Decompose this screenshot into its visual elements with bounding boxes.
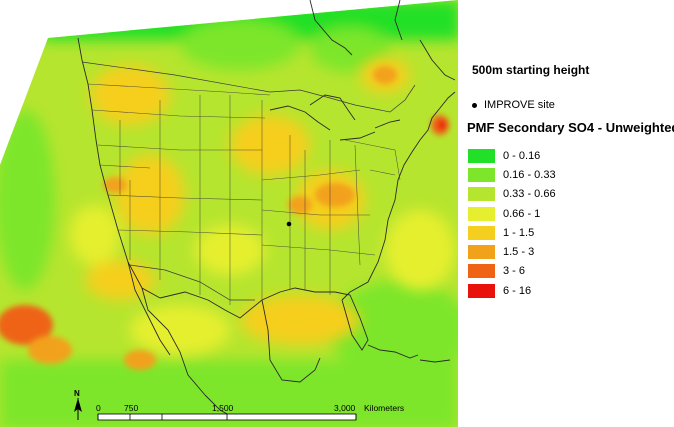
legend-class-row: 1 - 1.5: [468, 223, 556, 242]
legend-class-label: 1 - 1.5: [503, 226, 535, 239]
legend-class-label: 0 - 0.16: [503, 149, 541, 162]
legend-class-row: 1.5 - 3: [468, 242, 556, 261]
legend-swatch: [468, 206, 495, 221]
legend-class-row: 0.66 - 1: [468, 204, 556, 223]
legend-class-row: 0.16 - 0.33: [468, 165, 556, 184]
legend-class-label: 0.16 - 0.33: [503, 168, 556, 181]
residence-time-map: N 0 750 1,500 3,000 Kilometers: [0, 0, 458, 427]
scale-unit: Kilometers: [364, 403, 404, 413]
country-borders: [81, 61, 416, 301]
legend-site-label: IMPROVE site: [484, 99, 555, 111]
legend-swatch: [468, 167, 495, 182]
state-borders: [87, 83, 401, 305]
legend-class-row: 3 - 6: [468, 262, 556, 281]
legend-site-row: IMPROVE site: [472, 99, 555, 111]
legend-classes: 0 - 0.16 0.16 - 0.33 0.33 - 0.66 0.66 - 1 1 …: [468, 146, 556, 300]
map-legend: 500m starting height IMPROVE site PMF Se…: [462, 0, 674, 427]
site-dot-icon: [472, 102, 477, 108]
starting-height-note: 500m starting height: [472, 63, 590, 77]
legend-title: PMF Secondary SO4 - Unweighted: [467, 120, 674, 135]
scale-tick-1500: 1,500: [212, 403, 234, 413]
legend-class-label: 0.33 - 0.66: [503, 188, 556, 201]
concentration-field: [0, 0, 458, 427]
legend-swatch: [468, 225, 495, 240]
improve-site-marker: [286, 221, 292, 227]
scale-tick-0: 0: [96, 403, 101, 413]
legend-class-label: 0.66 - 1: [503, 207, 541, 220]
legend-class-label: 6 - 16: [503, 284, 532, 297]
scale-tick-750: 750: [124, 403, 138, 413]
legend-class-row: 6 - 16: [468, 281, 556, 300]
legend-swatch: [468, 148, 495, 163]
north-arrow-label: N: [74, 389, 80, 398]
north-arrow-icon: [74, 398, 82, 420]
legend-swatch: [468, 283, 495, 298]
legend-swatch: [468, 187, 495, 202]
legend-class-label: 3 - 6: [503, 265, 526, 278]
coastlines: [77, 0, 456, 421]
legend-class-label: 1.5 - 3: [503, 246, 535, 259]
legend-swatch: [468, 264, 495, 279]
scale-bar: [97, 413, 357, 421]
legend-swatch: [468, 245, 495, 260]
legend-class-row: 0.33 - 0.66: [468, 185, 556, 204]
legend-class-row: 0 - 0.16: [468, 146, 556, 165]
scale-tick-3000: 3,000: [334, 403, 356, 413]
